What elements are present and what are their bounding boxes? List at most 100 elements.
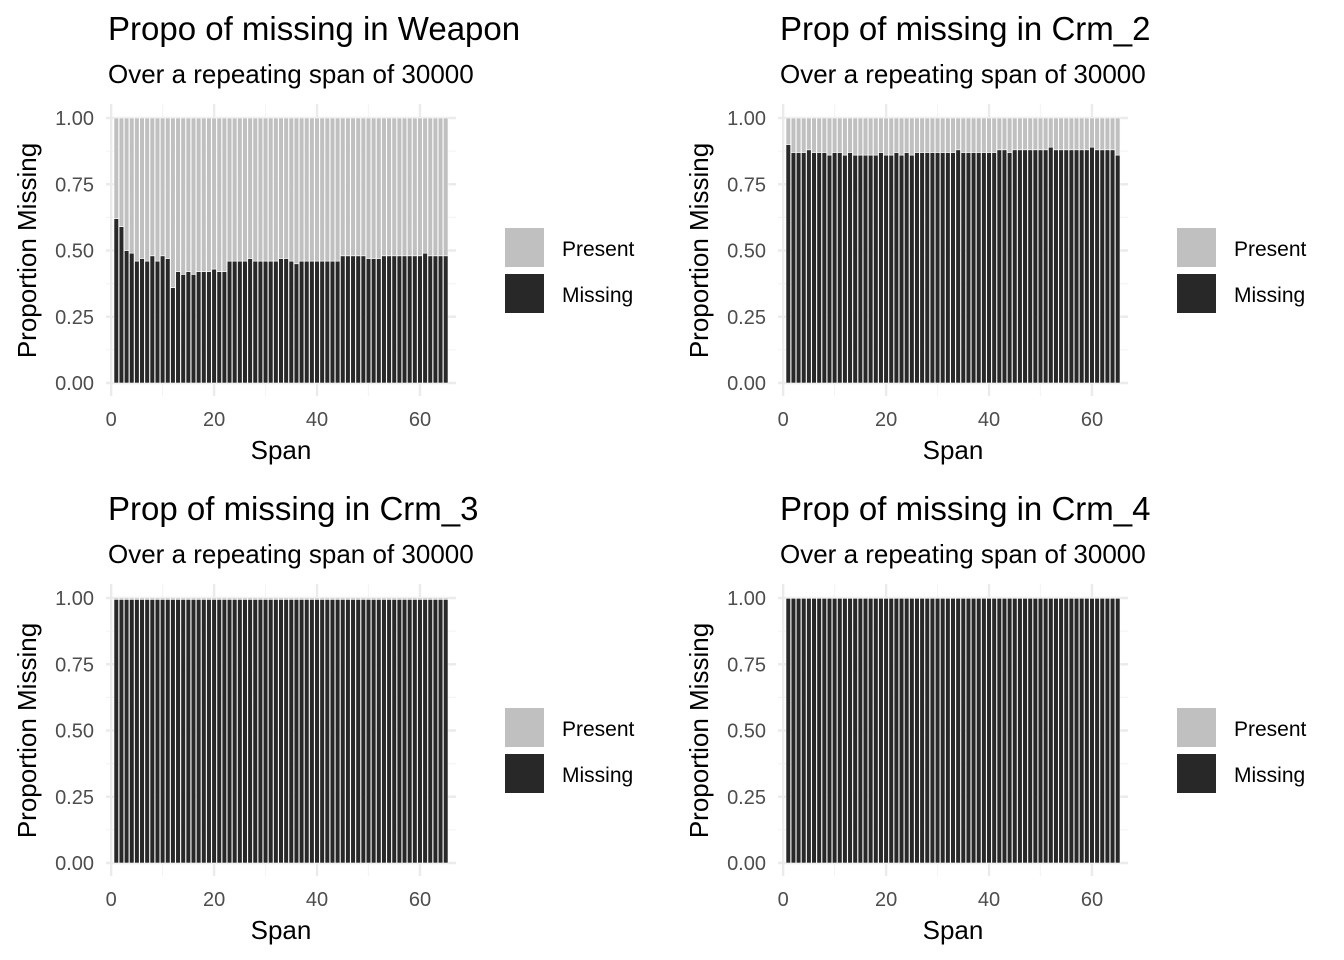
bar-present [934, 117, 941, 153]
bar-present [196, 117, 202, 272]
bar-present [175, 597, 181, 600]
y-tick-label: 0.25 [727, 787, 766, 809]
x-tick-label: 40 [306, 889, 328, 911]
bar-missing [355, 255, 361, 384]
legend-key [1177, 274, 1216, 313]
bar-missing [216, 599, 222, 864]
legend-key [1177, 754, 1216, 793]
bar-missing [314, 599, 320, 864]
bar-missing [929, 597, 936, 864]
bar-present [391, 117, 397, 257]
bar-missing [940, 152, 946, 384]
bar-present [991, 117, 997, 153]
bar-present [283, 117, 289, 259]
bar-missing [862, 154, 869, 384]
bar-missing [1079, 149, 1085, 384]
y-axis-title: Proportion Missing [12, 143, 42, 358]
bar-missing [1058, 597, 1064, 864]
bar-missing [123, 599, 130, 864]
bar-present [422, 117, 428, 254]
bar-missing [340, 255, 346, 384]
x-tick-label: 20 [875, 889, 897, 911]
bar-missing [1073, 597, 1080, 864]
bar-missing [795, 597, 802, 864]
bar-missing [893, 152, 899, 384]
bar-present [1037, 117, 1044, 151]
bar-missing [981, 152, 987, 384]
bar-missing [1058, 149, 1064, 384]
bar-missing [298, 599, 305, 864]
bar-missing [919, 152, 925, 384]
bar-missing [785, 144, 791, 384]
bar-present [1068, 117, 1074, 151]
bar-present [319, 117, 325, 262]
bar-missing [185, 599, 191, 864]
bar-present [360, 117, 366, 257]
legend-label: Present [562, 238, 635, 261]
bar-missing [801, 152, 807, 384]
bar-missing [443, 255, 449, 384]
bar-present [345, 117, 351, 257]
bar-missing [262, 260, 269, 384]
bar-present [232, 117, 238, 262]
bar-missing [129, 252, 135, 384]
bar-missing [842, 154, 848, 384]
bar-missing [857, 597, 863, 864]
bar-missing [1048, 146, 1054, 384]
bar-missing [795, 152, 802, 384]
bar-missing [1063, 149, 1069, 384]
legend-key [505, 708, 544, 747]
bar-present [965, 117, 972, 153]
bar-missing [118, 226, 125, 384]
bar-missing [123, 250, 130, 384]
bar-present [165, 597, 171, 600]
chart-title: Prop of missing in Crm_3 [108, 490, 478, 527]
bar-present [129, 597, 135, 600]
bar-present [1017, 117, 1023, 151]
y-tick-label: 0.00 [727, 853, 766, 875]
y-tick-label: 0.50 [727, 241, 766, 263]
bar-present [950, 117, 956, 153]
bar-present [278, 597, 284, 600]
bars [785, 597, 1121, 864]
bar-present [1084, 117, 1090, 151]
bar-present [837, 117, 843, 153]
bar-missing [278, 599, 284, 864]
bar-present [443, 117, 449, 257]
x-axis-title: Span [251, 915, 312, 945]
bar-missing [391, 599, 397, 864]
bar-present [113, 117, 119, 219]
bar-missing [1068, 597, 1074, 864]
bar-present [129, 117, 135, 254]
bar-missing [1037, 149, 1044, 384]
bar-present [160, 117, 166, 257]
bar-missing [986, 152, 992, 384]
bar-missing [335, 260, 341, 384]
bar-present [201, 117, 207, 272]
bar-missing [196, 271, 202, 384]
bar-present [190, 117, 197, 275]
bar-missing [924, 152, 930, 384]
bar-missing [790, 597, 797, 864]
bar-missing [1073, 149, 1080, 384]
bar-present [232, 597, 238, 600]
bar-present [924, 117, 930, 153]
bar-missing [175, 599, 181, 864]
bar-missing [1089, 597, 1095, 864]
bar-present [443, 597, 449, 600]
y-axis-title: Proportion Missing [12, 623, 42, 838]
bar-missing [955, 149, 961, 384]
bar-missing [914, 597, 920, 864]
bar-missing [821, 152, 827, 384]
bar-present [268, 117, 274, 262]
bar-missing [1094, 149, 1100, 384]
y-tick-label: 1.00 [55, 108, 94, 130]
bar-present [785, 117, 791, 145]
bar-missing [160, 255, 166, 384]
bar-present [945, 117, 951, 153]
y-tick-label: 0.75 [727, 174, 766, 196]
bar-present [970, 117, 977, 153]
bar-present [237, 117, 243, 262]
bar-present [1001, 117, 1008, 151]
bar-present [371, 597, 377, 600]
